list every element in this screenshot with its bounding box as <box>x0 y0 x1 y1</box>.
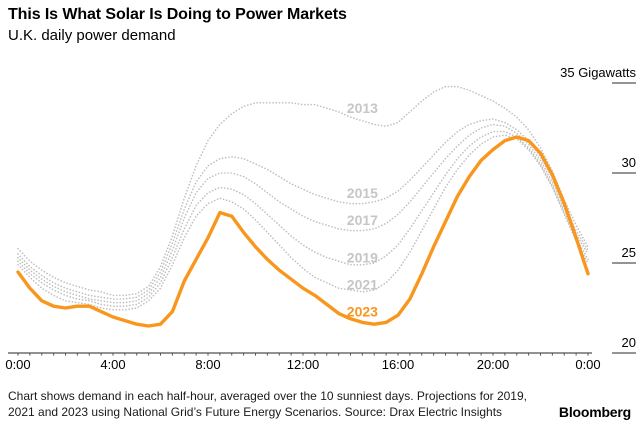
x-tick-label: 16:00 <box>382 357 415 372</box>
series-line-2021 <box>17 134 589 311</box>
bloomberg-logo: Bloomberg <box>558 404 631 420</box>
chart-subtitle: U.K. daily power demand <box>8 27 176 44</box>
series-line-2019 <box>17 130 589 307</box>
series-label-2023: 2023 <box>347 304 378 320</box>
chart-header: This Is What Solar Is Doing to Power Mar… <box>8 6 632 44</box>
y-tick-label: 35 Gigawatts <box>560 65 636 80</box>
x-tick-label: 0:00 <box>5 357 30 372</box>
x-tick-label: 12:00 <box>287 357 320 372</box>
chart-area: 0:00 4:00 8:00 12:00 16:00 20:00 0:00 35 Gigawa… <box>0 58 640 378</box>
x-tick-label: 20:00 <box>477 357 510 372</box>
x-tick-label: 0:00 <box>575 357 600 372</box>
line-chart: 0:00 4:00 8:00 12:00 16:00 20:00 0:00 35 Gigawa… <box>5 65 636 372</box>
series-line-2015 <box>17 118 589 300</box>
series-label-2013: 2013 <box>347 100 378 116</box>
series-label-2017: 2017 <box>347 212 378 228</box>
y-tick-label: 25 <box>622 245 636 260</box>
y-tick-label: 30 <box>622 155 636 170</box>
chart-footnote: Chart shows demand in each half-hour, av… <box>8 389 527 419</box>
series-line-2023 <box>16 135 590 328</box>
y-tick-label: 20 <box>622 335 636 350</box>
series-label-2015: 2015 <box>347 185 378 201</box>
series-label-2021: 2021 <box>347 277 378 293</box>
x-tick-label: 4:00 <box>100 357 125 372</box>
series-line-2013 <box>17 85 589 297</box>
x-tick-label: 8:00 <box>195 357 220 372</box>
series-label-2019: 2019 <box>347 250 378 266</box>
chart-title: This Is What Solar Is Doing to Power Mar… <box>8 6 347 23</box>
series-line-2017 <box>17 123 589 304</box>
